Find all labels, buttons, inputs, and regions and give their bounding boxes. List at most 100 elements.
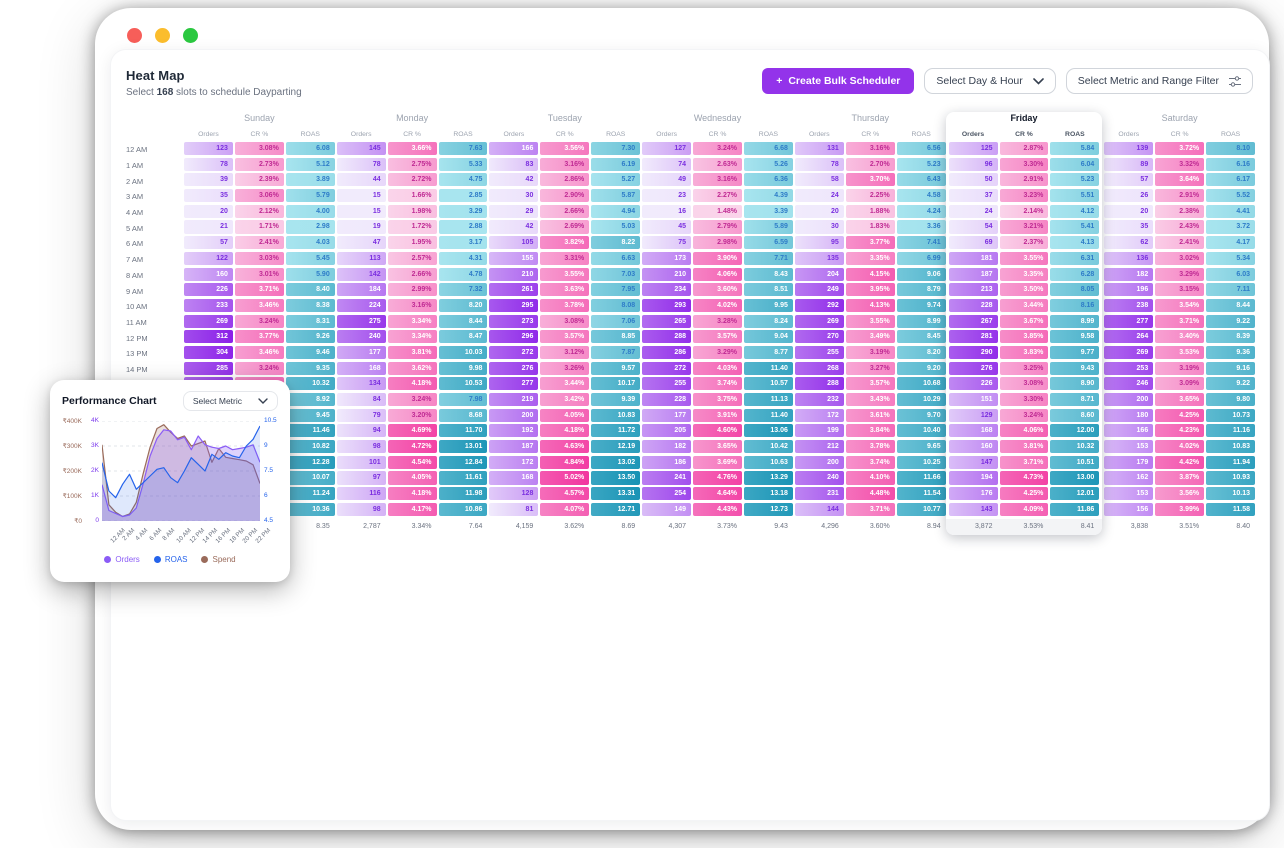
heat-cell[interactable]: 268 <box>794 361 844 375</box>
heat-cell[interactable]: 1.72% <box>387 220 437 234</box>
heat-cell[interactable]: 7.30 <box>591 142 641 156</box>
heat-cell[interactable]: 231 <box>794 487 844 501</box>
heat-cell[interactable]: 267 <box>948 314 998 328</box>
heat-cell[interactable]: 8.44 <box>438 314 488 328</box>
heat-cell[interactable]: 5.79 <box>285 189 335 203</box>
heat-cell[interactable]: 3.16% <box>693 173 742 187</box>
heat-cell[interactable]: 182 <box>642 440 692 454</box>
heat-cell[interactable]: 20 <box>794 204 844 218</box>
heat-cell[interactable]: 2.75% <box>387 157 437 171</box>
heat-cell[interactable]: 142 <box>336 267 386 281</box>
heat-cell[interactable]: 3.71% <box>1155 314 1205 328</box>
heat-cell[interactable]: 2.86% <box>540 173 590 187</box>
heat-cell[interactable]: 2.43% <box>1155 220 1205 234</box>
heat-cell[interactable]: 3.78% <box>540 298 590 312</box>
heat-cell[interactable]: 3.08% <box>540 314 590 328</box>
heat-cell[interactable]: 12.73 <box>743 502 793 516</box>
heat-cell[interactable]: 3.19% <box>845 345 895 360</box>
heat-cell[interactable]: 122 <box>184 251 233 265</box>
heat-cell[interactable]: 3.01% <box>234 267 284 281</box>
heat-cell[interactable]: 172 <box>794 408 844 422</box>
heat-cell[interactable]: 84 <box>336 393 386 407</box>
heat-cell[interactable]: 49 <box>642 173 692 187</box>
heat-cell[interactable]: 173 <box>642 251 692 265</box>
heat-cell[interactable]: 155 <box>489 251 539 265</box>
heat-cell[interactable]: 269 <box>1104 345 1154 360</box>
heat-cell[interactable]: 12.00 <box>1050 424 1100 438</box>
heat-cell[interactable]: 224 <box>336 298 386 312</box>
heat-cell[interactable]: 3.66% <box>387 142 437 156</box>
heat-cell[interactable]: 16 <box>642 204 692 218</box>
heat-cell[interactable]: 12.28 <box>285 455 335 469</box>
heat-cell[interactable]: 4.48% <box>845 487 895 501</box>
heat-cell[interactable]: 4.09% <box>999 502 1049 516</box>
heat-cell[interactable]: 21 <box>184 220 233 234</box>
heat-cell[interactable]: 9.22 <box>1206 377 1256 391</box>
heat-cell[interactable]: 8.99 <box>1050 314 1100 328</box>
heat-cell[interactable]: 5.26 <box>743 157 793 171</box>
legend-item-roas[interactable]: ROAS <box>153 555 187 564</box>
heat-cell[interactable]: 10.25 <box>896 455 946 469</box>
heat-cell[interactable]: 8.08 <box>591 298 641 312</box>
heat-cell[interactable]: 3.21% <box>999 220 1049 234</box>
heat-cell[interactable]: 3.44% <box>540 377 590 391</box>
heat-cell[interactable]: 7.32 <box>438 283 488 297</box>
heat-cell[interactable]: 9.04 <box>743 330 793 344</box>
heat-cell[interactable]: 2.72% <box>387 173 437 187</box>
heat-cell[interactable]: 246 <box>1104 377 1154 391</box>
heat-cell[interactable]: 304 <box>184 345 233 360</box>
heat-cell[interactable]: 10.32 <box>285 377 335 391</box>
heat-cell[interactable]: 3.24% <box>234 314 284 328</box>
heat-cell[interactable]: 281 <box>948 330 998 344</box>
heat-cell[interactable]: 24 <box>794 189 844 203</box>
heat-cell[interactable]: 3.09% <box>1155 377 1205 391</box>
heat-cell[interactable]: 3.46% <box>234 345 284 360</box>
heat-cell[interactable]: 3.36 <box>896 220 946 234</box>
heat-cell[interactable]: 5.84 <box>1050 142 1100 156</box>
heat-cell[interactable]: 2.41% <box>234 236 284 250</box>
heat-cell[interactable]: 5.90 <box>285 267 335 281</box>
heat-cell[interactable]: 241 <box>642 471 692 485</box>
heat-cell[interactable]: 3.34% <box>387 330 437 344</box>
heat-cell[interactable]: 273 <box>489 314 539 328</box>
heat-cell[interactable]: 2.88 <box>438 220 488 234</box>
heat-cell[interactable]: 9.70 <box>896 408 946 422</box>
heat-cell[interactable]: 6.08 <box>285 142 335 156</box>
heat-cell[interactable]: 147 <box>948 455 998 469</box>
heat-cell[interactable]: 3.30% <box>999 393 1049 407</box>
heat-cell[interactable]: 3.24% <box>234 361 284 375</box>
heat-cell[interactable]: 3.29% <box>693 345 742 360</box>
heat-cell[interactable]: 4.60% <box>693 424 742 438</box>
heat-cell[interactable]: 4.94 <box>591 204 641 218</box>
heat-cell[interactable]: 3.19% <box>1155 361 1205 375</box>
heat-cell[interactable]: 3.55% <box>999 251 1049 265</box>
heat-cell[interactable]: 5.23 <box>1050 173 1100 187</box>
heat-cell[interactable]: 47 <box>336 236 386 250</box>
heat-cell[interactable]: 9.16 <box>1206 361 1256 375</box>
heat-cell[interactable]: 15 <box>336 189 386 203</box>
heat-cell[interactable]: 9.46 <box>285 345 335 360</box>
heat-cell[interactable]: 3.60% <box>693 283 742 297</box>
heat-cell[interactable]: 3.91% <box>693 408 742 422</box>
heat-cell[interactable]: 11.72 <box>591 424 641 438</box>
heat-cell[interactable]: 3.06% <box>234 189 284 203</box>
heat-cell[interactable]: 2.91% <box>1155 189 1205 203</box>
heat-cell[interactable]: 160 <box>184 267 233 281</box>
heat-cell[interactable]: 3.65% <box>693 440 742 454</box>
heat-cell[interactable]: 35 <box>1104 220 1154 234</box>
heat-cell[interactable]: 4.06% <box>693 267 742 281</box>
heat-cell[interactable]: 3.62% <box>387 361 437 375</box>
heat-cell[interactable]: 11.16 <box>1206 424 1256 438</box>
heat-cell[interactable]: 10.42 <box>743 440 793 454</box>
heat-cell[interactable]: 3.16% <box>540 157 590 171</box>
heat-cell[interactable]: 168 <box>489 471 539 485</box>
heat-cell[interactable]: 219 <box>489 393 539 407</box>
heat-cell[interactable]: 143 <box>948 502 998 516</box>
heat-cell[interactable]: 149 <box>642 502 692 516</box>
heat-cell[interactable]: 1.95% <box>387 236 437 250</box>
heat-cell[interactable]: 168 <box>948 424 998 438</box>
heat-cell[interactable]: 269 <box>184 314 233 328</box>
heat-cell[interactable]: 3.75% <box>693 393 742 407</box>
heat-cell[interactable]: 2.98 <box>285 220 335 234</box>
heat-cell[interactable]: 9.65 <box>896 440 946 454</box>
